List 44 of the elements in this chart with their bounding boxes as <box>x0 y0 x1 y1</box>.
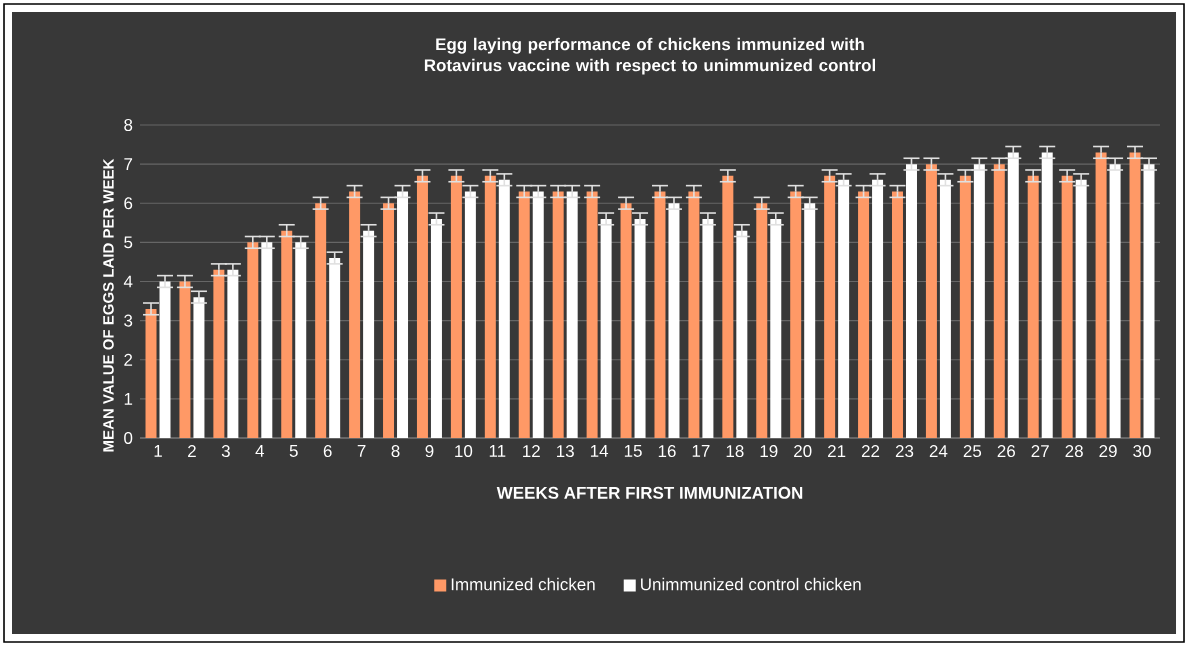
x-tick-label: 29 <box>1099 445 1117 458</box>
x-tick-label: 26 <box>997 445 1015 458</box>
x-tick-label: 14 <box>590 445 609 457</box>
x-tick-label: 30 <box>1133 445 1151 458</box>
x-tick-label: 6 <box>323 445 332 458</box>
y-tick-label: 2 <box>124 353 133 366</box>
y-tick-label: 1 <box>124 393 133 405</box>
x-tick-label: 15 <box>624 445 642 457</box>
x-tick-label: 12 <box>523 445 540 457</box>
x-tick-label: 3 <box>221 445 230 458</box>
y-tick-label: 4 <box>123 275 133 288</box>
x-tick-label: 9 <box>425 445 434 458</box>
x-tick-label: 7 <box>357 445 366 457</box>
x-tick-label: 17 <box>692 445 710 457</box>
x-tick-label: 8 <box>391 445 400 458</box>
x-tick-label: 13 <box>557 445 574 458</box>
x-tick-label: 28 <box>1065 445 1083 458</box>
x-tick-label: 18 <box>726 445 744 458</box>
legend-label: Unimmunized control chicken <box>641 577 861 591</box>
x-tick-label: 21 <box>828 445 846 457</box>
x-tick-label: 23 <box>895 445 914 458</box>
x-tick-label: 27 <box>1031 445 1049 457</box>
y-tick-label: 6 <box>124 197 133 210</box>
x-tick-label: 5 <box>289 445 298 457</box>
x-tick-label: 1 <box>154 445 162 457</box>
x-tick-label: 25 <box>963 445 982 458</box>
y-axis-title: MEAN VALUE OF EGGS LAID PER WEEK <box>103 158 114 452</box>
x-tick-label: 2 <box>188 445 196 457</box>
y-tick-label: 8 <box>124 119 133 132</box>
legend-label: Immunized chicken <box>451 577 595 591</box>
x-tick-label: 19 <box>760 445 778 458</box>
x-tick-label: 16 <box>658 445 676 458</box>
x-tick-label: 24 <box>929 445 948 457</box>
x-tick-label: 4 <box>255 445 265 457</box>
y-tick-label: 5 <box>124 236 133 249</box>
chart-title: Egg laying performance of chickens immunized with Rotavirus vaccine with respect to unimmunized control <box>424 37 876 75</box>
x-tick-label: 11 <box>489 445 506 457</box>
y-tick-label: 7 <box>124 158 133 170</box>
x-tick-label: 22 <box>861 445 880 457</box>
y-tick-label: 3 <box>124 314 133 327</box>
y-tick-label: 0 <box>124 431 133 444</box>
x-axis-title: WEEKS AFTER FIRST IMMUNIZATION <box>496 486 803 499</box>
x-tick-label: 10 <box>455 445 473 458</box>
x-tick-label: 20 <box>794 445 812 458</box>
